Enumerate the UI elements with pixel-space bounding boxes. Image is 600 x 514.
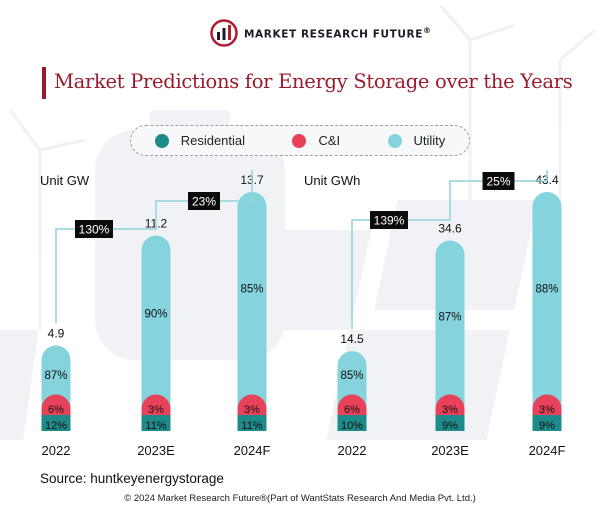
x-tick-label: 2023E	[431, 443, 469, 458]
bar-percent-utility: 90%	[144, 309, 167, 321]
bar-gwh-2024F	[532, 192, 562, 431]
bar-percent-residential: 11%	[145, 420, 166, 432]
bar-segment-utility	[237, 192, 267, 431]
bar-gw-2022	[41, 345, 71, 431]
bar-segment-residential	[41, 415, 71, 431]
unit-label-gwh: Unit GWh	[304, 173, 361, 188]
growth-badge	[370, 211, 408, 229]
legend-label-ci: C&I	[318, 133, 341, 148]
legend-label-utility: Utility	[413, 133, 446, 148]
growth-badge-label: 139%	[374, 214, 405, 228]
x-tick-label: 2022	[338, 443, 367, 458]
bar-percent-residential: 9%	[539, 420, 555, 432]
bar-percent-residential: 12%	[45, 420, 67, 432]
bar-segment-utility	[141, 235, 171, 431]
bar-percent-ci: 3%	[148, 404, 164, 416]
bar-percent-utility: 87%	[438, 311, 461, 323]
brand-registered-mark: ®	[423, 25, 432, 35]
legend-item-residential: Residential	[154, 133, 246, 148]
bar-percent-ci: 3%	[442, 404, 458, 416]
source-note: Source: huntkeyenergystorage	[40, 471, 224, 486]
bar-total-label: 4.9	[48, 327, 65, 341]
x-tick-label: 2022	[42, 443, 71, 458]
bar-percent-utility: 87%	[44, 370, 67, 382]
brand-logo: MARKET RESEARCH FUTURE®	[210, 18, 432, 48]
brand-name: MARKET RESEARCH FUTURE	[244, 28, 423, 41]
growth-badge-label: 25%	[486, 175, 510, 189]
bar-segment-residential	[237, 415, 267, 431]
x-tick-label: 2023E	[137, 443, 175, 458]
bar-total-label: 34.6	[438, 221, 462, 235]
bar-gw-2023E	[141, 235, 171, 431]
brand-logo-icon	[210, 19, 238, 47]
legend-swatch-residential	[154, 133, 169, 148]
bar-percent-ci: 3%	[244, 404, 260, 416]
bar-percent-residential: 10%	[341, 420, 363, 432]
legend-item-ci: C&I	[292, 133, 340, 148]
bar-percent-utility: 88%	[535, 283, 558, 295]
growth-badge-label: 23%	[192, 195, 216, 209]
bar-percent-utility: 85%	[240, 283, 263, 295]
bar-segment-residential	[435, 415, 465, 431]
growth-badge	[482, 172, 515, 190]
legend-swatch-utility	[387, 133, 402, 148]
copyright-note: © 2024 Market Research Future®(Part of W…	[124, 493, 476, 504]
bar-segment-residential	[141, 415, 171, 431]
bar-segment-residential	[337, 415, 367, 431]
growth-badge-label: 130%	[79, 223, 110, 237]
growth-badge	[75, 220, 113, 238]
bar-percent-ci: 6%	[344, 404, 360, 416]
bar-percent-utility: 85%	[340, 370, 363, 382]
legend-item-utility: Utility	[387, 133, 446, 148]
x-tick-label: 2024F	[529, 443, 566, 458]
bar-segment-utility	[435, 240, 465, 431]
bar-segment-residential	[532, 415, 562, 431]
legend-label-residential: Residential	[180, 133, 246, 148]
bar-gwh-2022	[337, 351, 367, 431]
x-tick-label: 2024F	[234, 443, 271, 458]
growth-badge	[188, 192, 220, 210]
bar-percent-residential: 11%	[241, 420, 262, 432]
bar-segment-utility	[532, 192, 562, 431]
bar-gw-2024F	[237, 192, 267, 431]
legend-swatch-ci	[292, 133, 307, 148]
chart-legend: Residential C&I Utility	[130, 125, 470, 156]
bar-percent-residential: 9%	[442, 420, 458, 432]
page-title: Market Predictions for Energy Storage ov…	[54, 70, 573, 93]
bar-percent-ci: 3%	[539, 404, 555, 416]
growth-connector	[351, 218, 451, 330]
bar-total-label: 14.5	[340, 332, 364, 346]
bar-percent-ci: 6%	[48, 404, 64, 416]
unit-label-gw: Unit GW	[40, 173, 90, 188]
bar-gwh-2023E	[435, 240, 465, 431]
title-accent-bar	[42, 67, 46, 99]
